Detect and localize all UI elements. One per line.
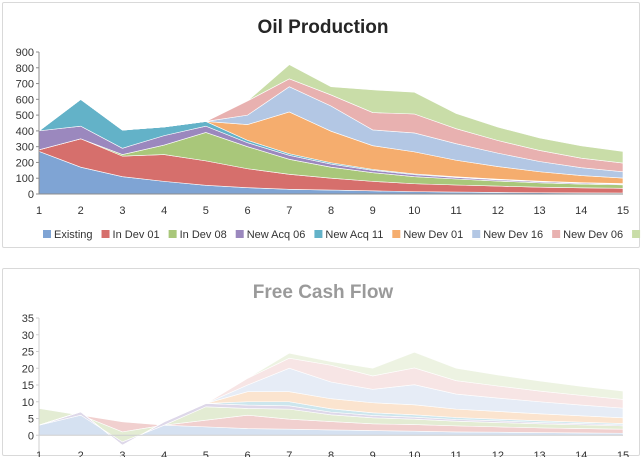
x-tick-label: 9 — [370, 450, 376, 457]
y-tick-label: 200 — [16, 157, 34, 169]
legend-swatch — [314, 230, 323, 238]
y-tick-label: 700 — [16, 79, 34, 91]
x-tick-label: 15 — [617, 450, 629, 457]
x-tick-label: 4 — [161, 450, 167, 457]
x-tick-label: 12 — [492, 450, 504, 457]
legend-entry: New Acq 06 — [247, 229, 306, 241]
area-series-new-dev-11 — [38, 64, 624, 164]
legend-entry: In Dev 01 — [113, 229, 160, 241]
x-tick-label: 13 — [533, 205, 545, 217]
y-tick-label: 35 — [22, 313, 34, 325]
x-tick-label: 1 — [36, 205, 42, 217]
y-tick-label: 25 — [22, 347, 34, 359]
x-tick-label: 1 — [36, 450, 42, 457]
x-tick-label: 5 — [203, 205, 209, 217]
y-tick-label: 15 — [22, 380, 34, 392]
area-series-new-dev-11 — [38, 351, 624, 446]
y-tick-label: 30 — [22, 330, 34, 342]
x-tick-label: 7 — [286, 450, 292, 457]
x-tick-label: 10 — [408, 205, 420, 217]
legend-entry: New Dev 01 — [403, 229, 463, 241]
legend-swatch — [168, 230, 177, 238]
x-tick-label: 7 — [286, 205, 292, 217]
x-tick-label: 4 — [161, 205, 167, 217]
area-series-new-dev-06 — [38, 357, 624, 446]
area-series-new-dev-01 — [38, 391, 624, 446]
free-cash-flow-chart-panel: Free Cash Flow 0 5 10 15 20 25 30 35 1 2 3 4 5 6 7 8 9 10… — [2, 268, 640, 457]
x-tick-label: 12 — [492, 205, 504, 217]
area-series-in-dev-01 — [38, 408, 624, 434]
y-tick-label: 600 — [16, 94, 34, 106]
x-tick-label: 3 — [119, 450, 125, 457]
area-series-in-dev-08 — [38, 406, 624, 443]
legend-swatch — [235, 230, 244, 238]
legend-swatch — [392, 230, 401, 238]
x-tick-label: 15 — [617, 205, 629, 217]
legend-swatch — [632, 230, 641, 238]
x-tick-label: 5 — [203, 450, 209, 457]
x-tick-label: 2 — [78, 205, 84, 217]
legend-entry: New Dev 16 — [483, 229, 543, 241]
plot-area — [38, 351, 624, 446]
chart-title: Oil Production — [258, 17, 389, 38]
legend-swatch — [552, 230, 561, 238]
x-tick-label: 6 — [245, 205, 251, 217]
y-tick-label: 0 — [28, 189, 34, 201]
legend-entry: New Dev 06 — [563, 229, 623, 241]
y-tick-label: 300 — [16, 142, 34, 154]
x-tick-label: 11 — [450, 450, 461, 457]
x-tick-label: 10 — [408, 450, 420, 457]
x-tick-label: 13 — [533, 450, 545, 457]
y-tick-label: 900 — [16, 47, 34, 59]
area-series-new-acq-11 — [38, 401, 624, 446]
legend-entry: Existing — [54, 229, 93, 241]
oil-production-chart: Oil Production 0 100 200 300 400 500 600 700 800… — [16, 17, 641, 241]
x-tick-label: 14 — [575, 205, 587, 217]
legend-entry: New Acq 11 — [325, 229, 383, 241]
y-tick-label: 10 — [22, 397, 34, 409]
y-tick-label: 100 — [16, 173, 34, 185]
area-series-new-acq-06 — [38, 403, 624, 446]
y-tick-label: 20 — [22, 363, 34, 375]
chart-title: Free Cash Flow — [253, 282, 394, 303]
legend-entry: In Dev 08 — [180, 229, 227, 241]
oil-production-chart-panel: Oil Production 0 100 200 300 400 500 600 700 800… — [2, 2, 641, 248]
x-tick-label: 14 — [575, 450, 587, 457]
x-tick-label: 2 — [78, 450, 84, 457]
y-tick-label: 0 — [28, 430, 34, 442]
y-tick-label: 800 — [16, 63, 34, 75]
plot-area — [37, 64, 624, 195]
legend-swatch — [43, 230, 51, 238]
y-tick-label: 5 — [28, 414, 34, 426]
x-tick-label: 9 — [370, 205, 376, 217]
y-tick-label: 500 — [16, 110, 34, 122]
legend-swatch — [472, 230, 481, 238]
x-tick-label: 6 — [245, 450, 251, 457]
x-tick-label: 3 — [119, 205, 125, 217]
x-tick-label: 8 — [328, 205, 334, 217]
area-series-new-dev-16 — [38, 367, 624, 446]
legend-swatch — [101, 230, 110, 238]
x-tick-label: 11 — [450, 205, 461, 217]
y-tick-label: 400 — [16, 126, 34, 138]
x-tick-label: 8 — [328, 450, 334, 457]
